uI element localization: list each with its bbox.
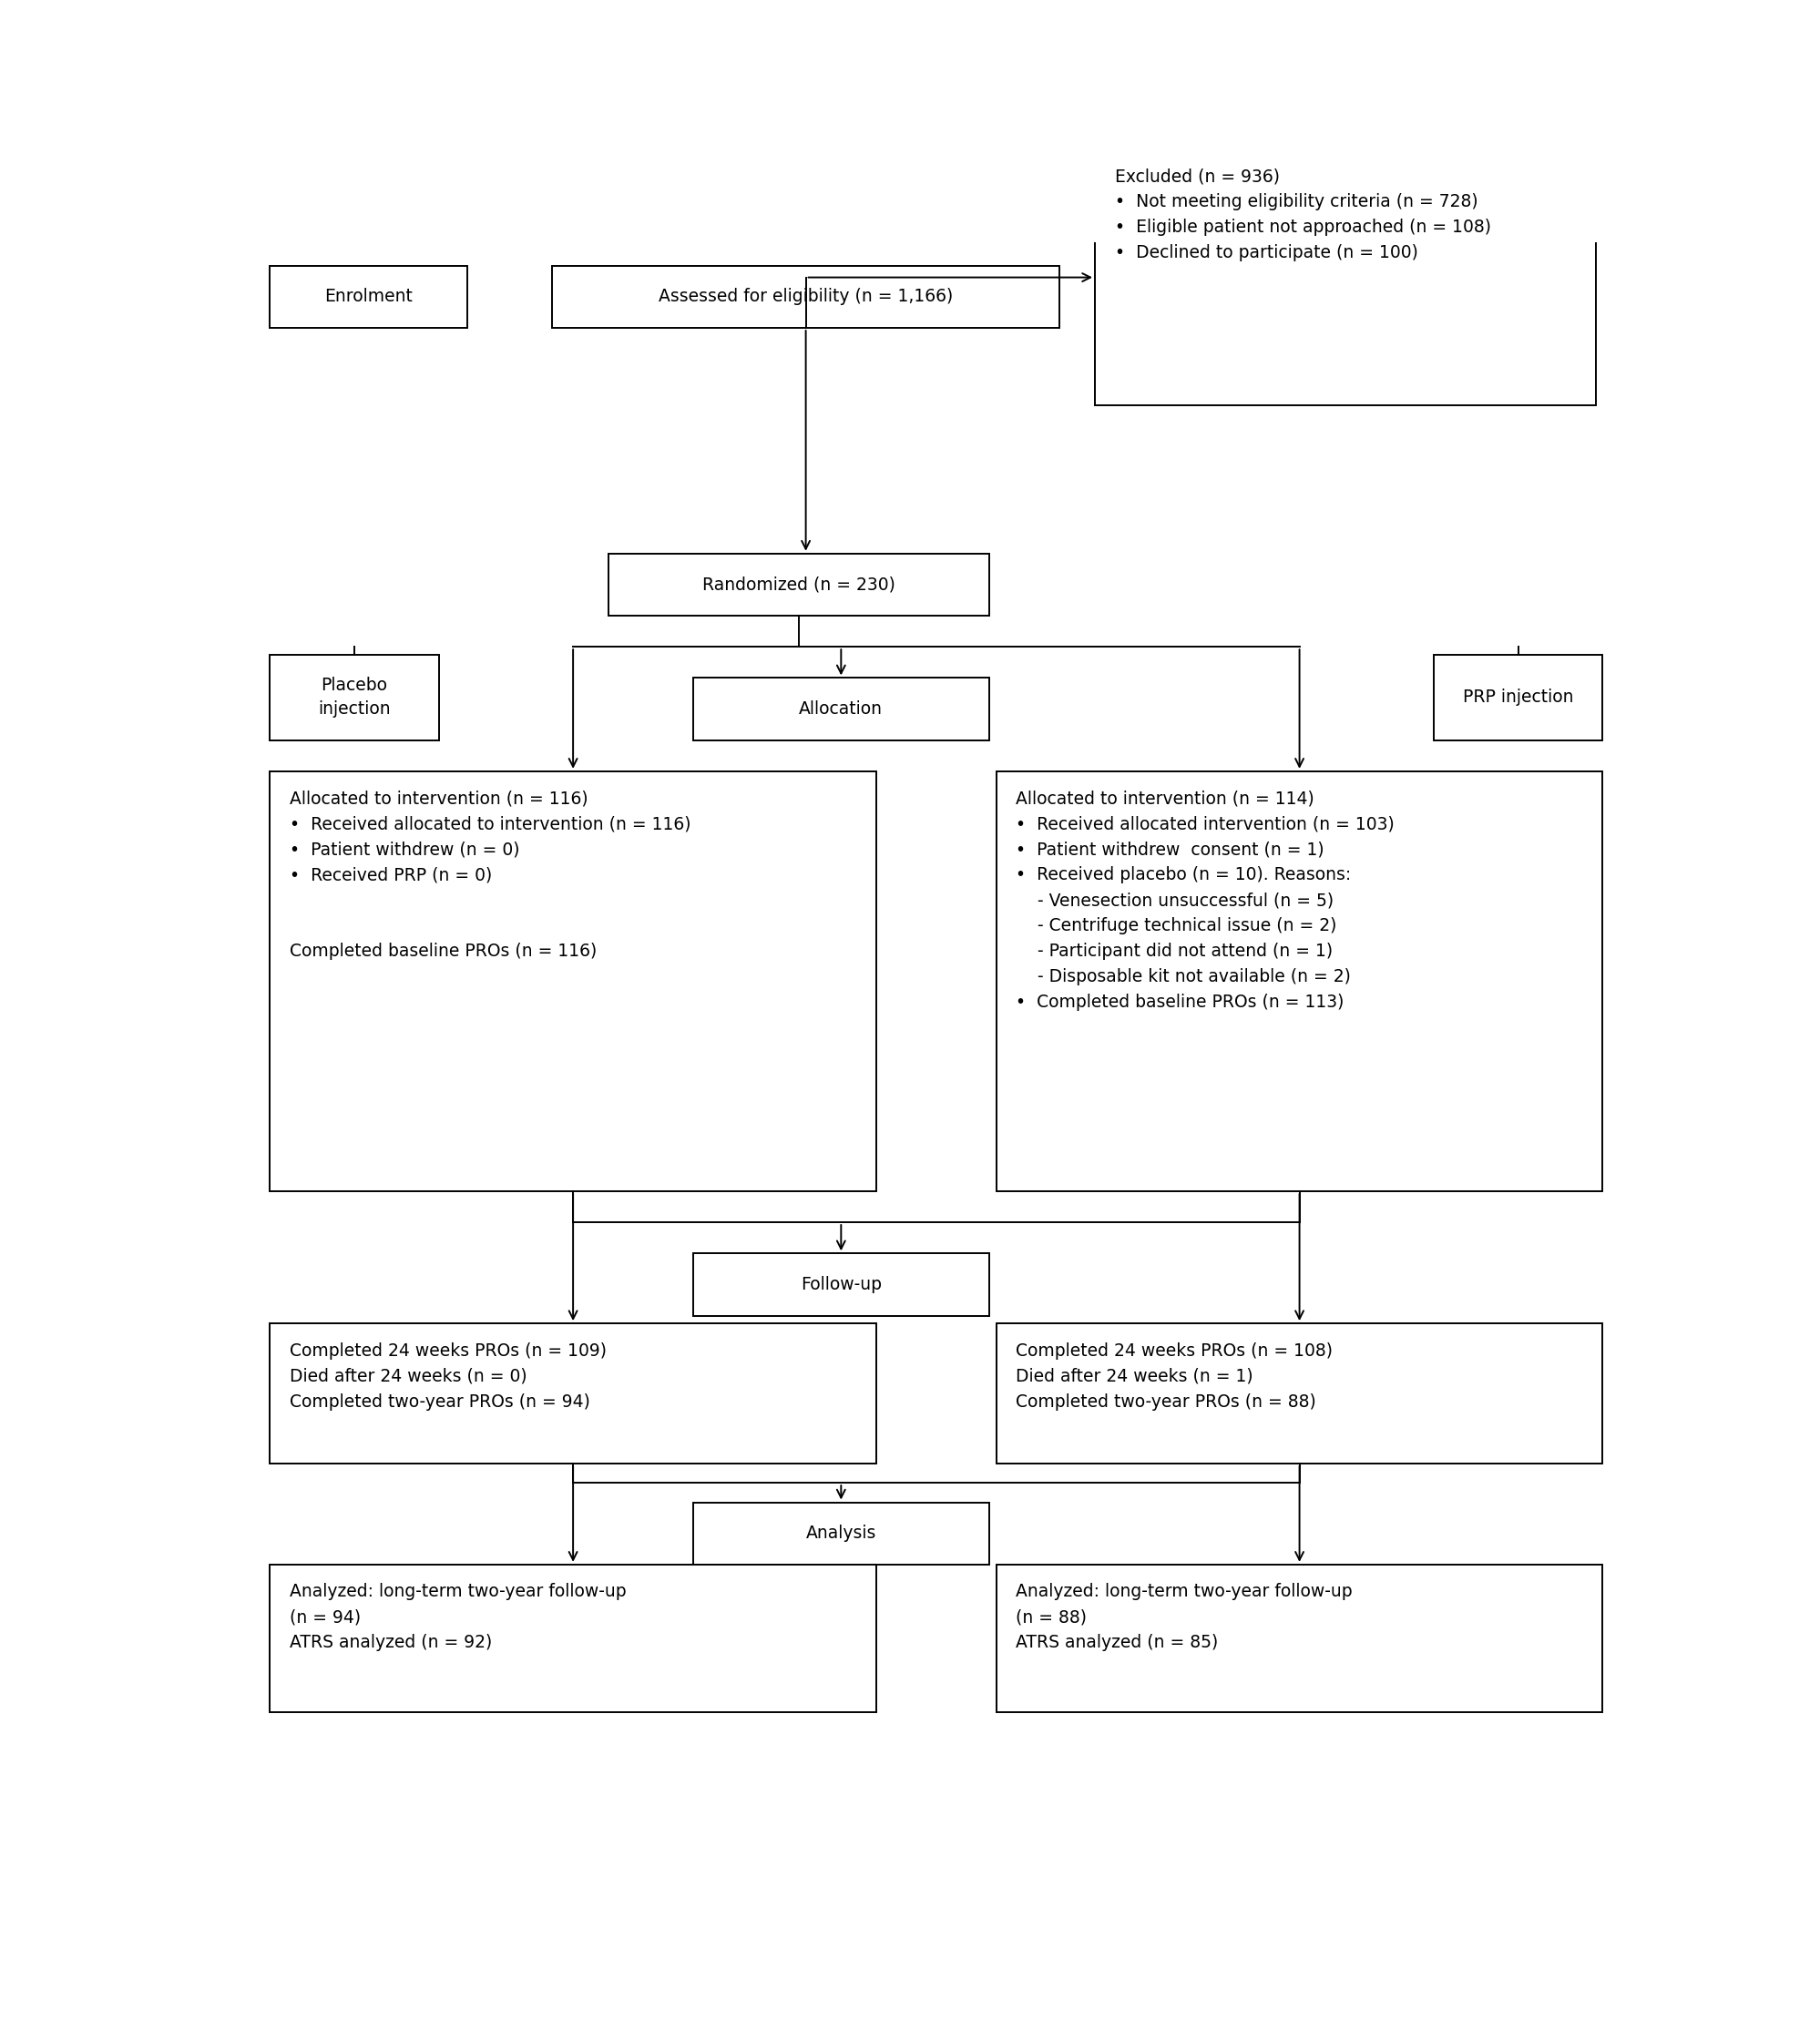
Text: Placebo
injection: Placebo injection	[318, 677, 391, 717]
Text: Excluded (n = 936)
•  Not meeting eligibility criteria (n = 728)
•  Eligible pat: Excluded (n = 936) • Not meeting eligibi…	[1114, 168, 1491, 261]
Bar	[269, 1323, 877, 1462]
Bar	[996, 1563, 1603, 1713]
Text: PRP injection: PRP injection	[1463, 689, 1574, 707]
Bar	[996, 1323, 1603, 1462]
Bar	[551, 267, 1059, 327]
Bar	[693, 1252, 990, 1315]
Bar	[693, 1503, 990, 1566]
Bar	[1096, 149, 1596, 406]
Text: Enrolment: Enrolment	[324, 289, 413, 305]
Bar	[608, 553, 990, 616]
Text: Completed 24 weeks PROs (n = 109)
Died after 24 weeks (n = 0)
Completed two-year: Completed 24 weeks PROs (n = 109) Died a…	[289, 1341, 606, 1410]
Bar	[996, 772, 1603, 1192]
Text: Allocation: Allocation	[799, 701, 883, 717]
Text: Allocated to intervention (n = 114)
•  Received allocated intervention (n = 103): Allocated to intervention (n = 114) • Re…	[1016, 790, 1394, 1012]
Bar	[269, 267, 468, 327]
Text: Randomized (n = 230): Randomized (n = 230)	[703, 576, 895, 594]
Bar	[269, 772, 877, 1192]
Text: Analysis: Analysis	[806, 1525, 875, 1541]
Bar	[269, 1563, 877, 1713]
Bar	[269, 654, 439, 739]
Text: Completed 24 weeks PROs (n = 108)
Died after 24 weeks (n = 1)
Completed two-year: Completed 24 weeks PROs (n = 108) Died a…	[1016, 1341, 1332, 1410]
Bar	[1434, 654, 1603, 739]
Text: Follow-up: Follow-up	[801, 1277, 881, 1293]
Text: Allocated to intervention (n = 116)
•  Received allocated to intervention (n = 1: Allocated to intervention (n = 116) • Re…	[289, 790, 692, 959]
Text: Analyzed: long-term two-year follow-up
(n = 94)
ATRS analyzed (n = 92): Analyzed: long-term two-year follow-up (…	[289, 1584, 626, 1652]
Text: Analyzed: long-term two-year follow-up
(n = 88)
ATRS analyzed (n = 85): Analyzed: long-term two-year follow-up (…	[1016, 1584, 1352, 1652]
Bar	[693, 679, 990, 739]
Text: Assessed for eligibility (n = 1,166): Assessed for eligibility (n = 1,166)	[659, 289, 954, 305]
